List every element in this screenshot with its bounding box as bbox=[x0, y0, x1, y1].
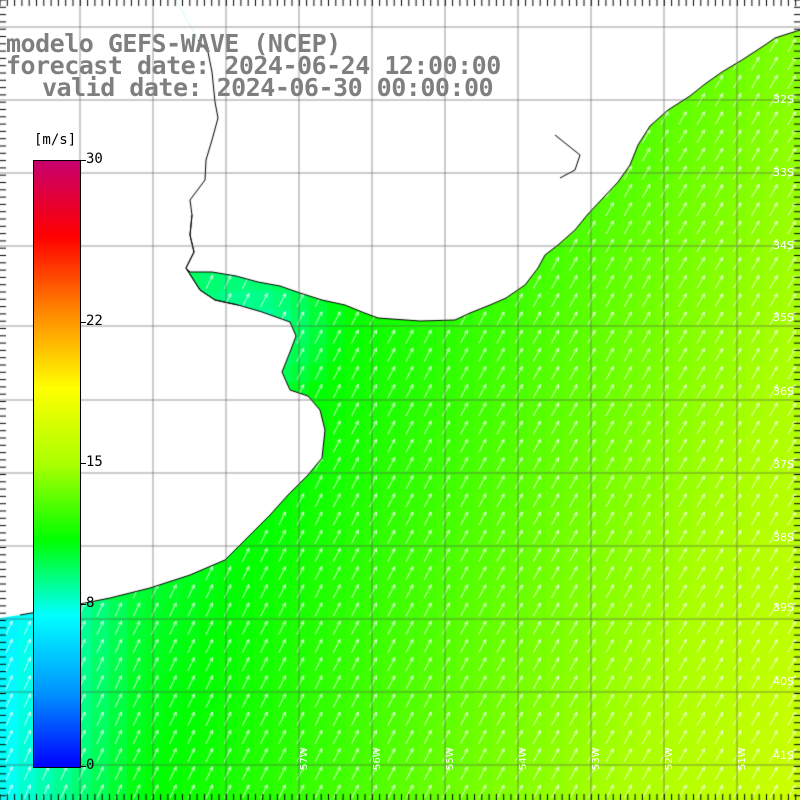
latitude-label: 39S bbox=[773, 601, 794, 614]
valid-date: valid date: 2024-06-30 00:00:00 bbox=[42, 73, 494, 102]
forecast-date: forecast date: 2024-06-24 12:00:00 bbox=[6, 51, 501, 80]
latitude-label: 41S bbox=[773, 749, 794, 762]
model-title: modelo GEFS-WAVE (NCEP) bbox=[6, 29, 341, 58]
colorbar-tick-label: 15 bbox=[86, 454, 103, 470]
longitude-label: 56W bbox=[372, 747, 383, 770]
colorbar-tick-label: 0 bbox=[86, 757, 95, 773]
colorbar-unit: [m/s] bbox=[34, 132, 77, 148]
latitude-label: 34S bbox=[773, 239, 794, 252]
latitude-label: 40S bbox=[773, 675, 794, 688]
colorbar bbox=[33, 160, 81, 768]
latitude-label: 33S bbox=[773, 166, 794, 179]
longitude-label: 52W bbox=[664, 747, 675, 770]
colorbar-tick-label: 8 bbox=[86, 595, 95, 612]
colorbar-tick-mark bbox=[80, 766, 86, 767]
colorbar-tick-mark bbox=[80, 321, 86, 323]
colorbar-tick-label: 22 bbox=[86, 312, 103, 329]
colorbar-tick-mark bbox=[80, 604, 86, 606]
latitude-label: 32S bbox=[773, 93, 794, 106]
longitude-label: 55W bbox=[445, 747, 456, 770]
colorbar-tick-mark bbox=[80, 160, 86, 161]
longitude-label: 53W bbox=[591, 747, 602, 770]
longitude-label: 54W bbox=[518, 747, 529, 770]
latitude-label: 35S bbox=[773, 311, 794, 324]
longitude-label: 51W bbox=[737, 747, 748, 770]
longitude-label: 57W bbox=[299, 747, 310, 770]
colorbar-tick-label: 30 bbox=[86, 151, 103, 167]
latitude-label: 36S bbox=[773, 385, 794, 398]
latitude-label: 38S bbox=[773, 531, 794, 544]
latitude-label: 37S bbox=[773, 458, 794, 471]
colorbar-tick-mark bbox=[80, 463, 86, 464]
